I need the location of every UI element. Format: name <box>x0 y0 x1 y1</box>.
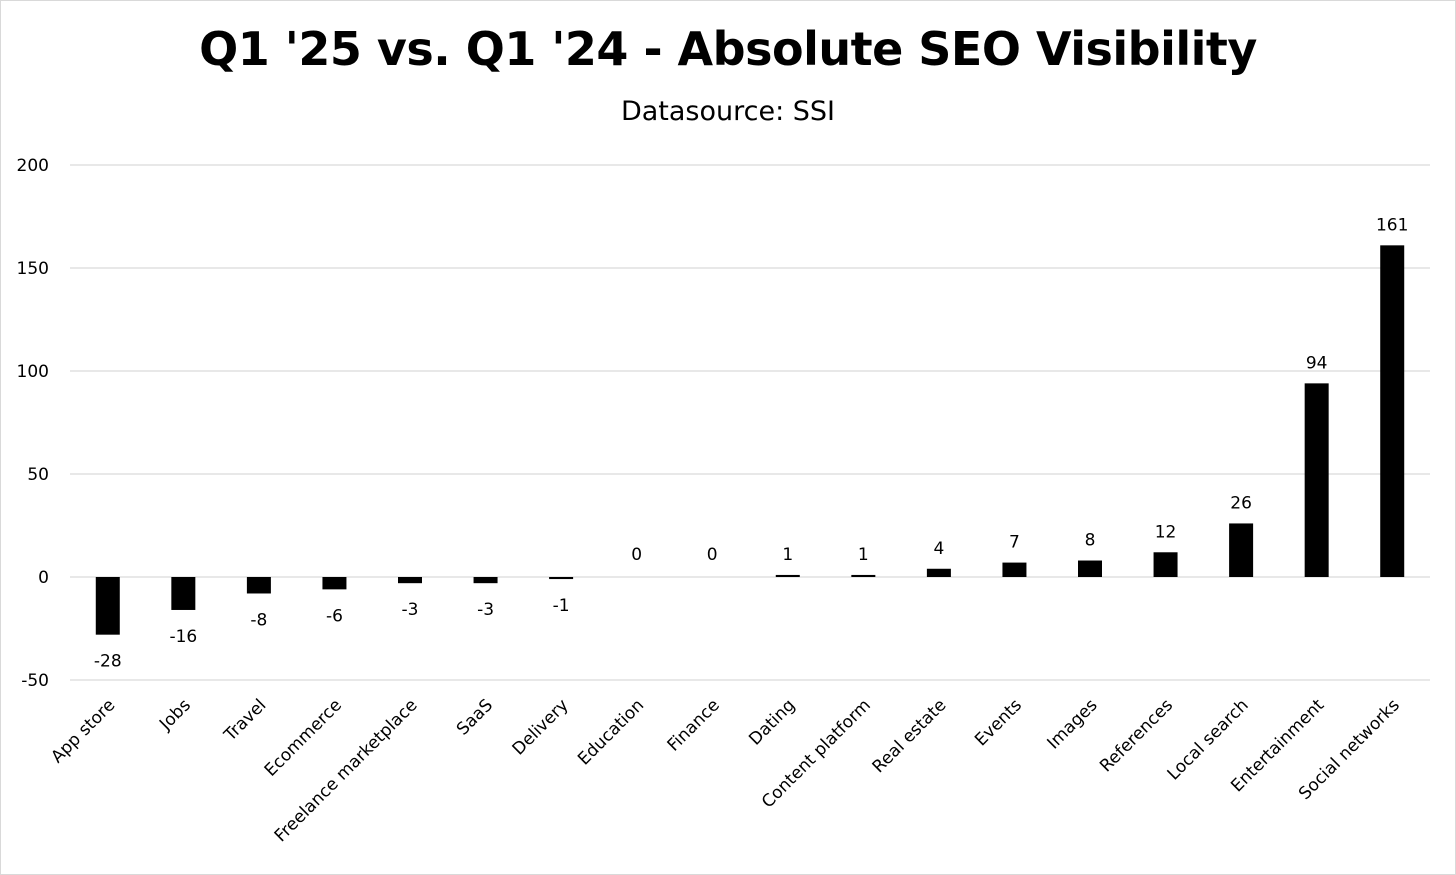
bar <box>171 577 196 610</box>
data-label: 12 <box>1155 522 1177 542</box>
data-label: -6 <box>326 606 343 626</box>
category-label: App store <box>47 695 119 767</box>
bars <box>95 245 1405 635</box>
category-label: Jobs <box>155 695 195 735</box>
bar <box>1078 560 1102 577</box>
bar <box>851 574 876 577</box>
data-label: -16 <box>169 627 197 647</box>
data-label: 1 <box>782 545 793 565</box>
data-label: 161 <box>1376 215 1408 235</box>
category-label: Finance <box>664 695 724 755</box>
category-label: Education <box>574 695 648 769</box>
category-label: Dating <box>745 695 799 749</box>
data-label: -8 <box>250 610 267 630</box>
data-label: 0 <box>631 545 642 565</box>
y-axis-ticks: -50 0 50 100 150 200 <box>17 156 49 691</box>
bar <box>1153 552 1178 577</box>
data-label: 4 <box>933 539 944 559</box>
y-tick-label: 100 <box>17 362 49 382</box>
chart-title: Q1 '25 vs. Q1 '24 - Absolute SEO Visibil… <box>199 22 1257 76</box>
y-tick-label: 200 <box>17 156 49 176</box>
category-label: Images <box>1043 695 1101 753</box>
y-tick-label: -50 <box>21 671 49 691</box>
data-label: -3 <box>477 600 494 620</box>
data-label: 1 <box>858 545 869 565</box>
data-label: -1 <box>553 596 570 616</box>
y-tick-label: 50 <box>27 465 49 485</box>
category-label: Real estate <box>869 695 951 777</box>
chart-subtitle: Datasource: SSI <box>620 96 836 127</box>
y-tick-label: 150 <box>17 259 49 279</box>
data-label: -28 <box>94 652 122 672</box>
data-labels: -28 -16 -8 -6 -3 -3 -1 0 0 1 1 4 7 8 12 26 94 161 <box>94 215 1409 671</box>
bar <box>398 577 422 584</box>
bar <box>246 577 271 594</box>
data-label: 8 <box>1085 531 1096 551</box>
bar <box>322 577 347 590</box>
category-label: Freelance marketplace <box>271 695 422 846</box>
data-label: 26 <box>1230 493 1252 513</box>
bar <box>1304 383 1329 577</box>
data-label: 94 <box>1306 353 1328 373</box>
bar <box>549 577 574 580</box>
bar <box>473 577 498 584</box>
bar <box>1380 245 1405 577</box>
data-label: 7 <box>1009 533 1020 553</box>
data-label: -3 <box>402 600 419 620</box>
category-label: Delivery <box>509 695 573 759</box>
category-label: References <box>1096 695 1177 776</box>
y-tick-label: 0 <box>38 568 49 588</box>
gridlines <box>70 164 1430 681</box>
bar <box>1229 523 1254 577</box>
bar <box>926 568 951 577</box>
data-label: 0 <box>707 545 718 565</box>
category-label: SaaS <box>453 695 497 739</box>
category-label: Ecommerce <box>261 695 346 780</box>
bar <box>1002 562 1027 577</box>
category-label: Events <box>971 695 1026 750</box>
bar <box>95 577 120 635</box>
bar <box>775 574 800 577</box>
category-label: Travel <box>220 695 271 746</box>
